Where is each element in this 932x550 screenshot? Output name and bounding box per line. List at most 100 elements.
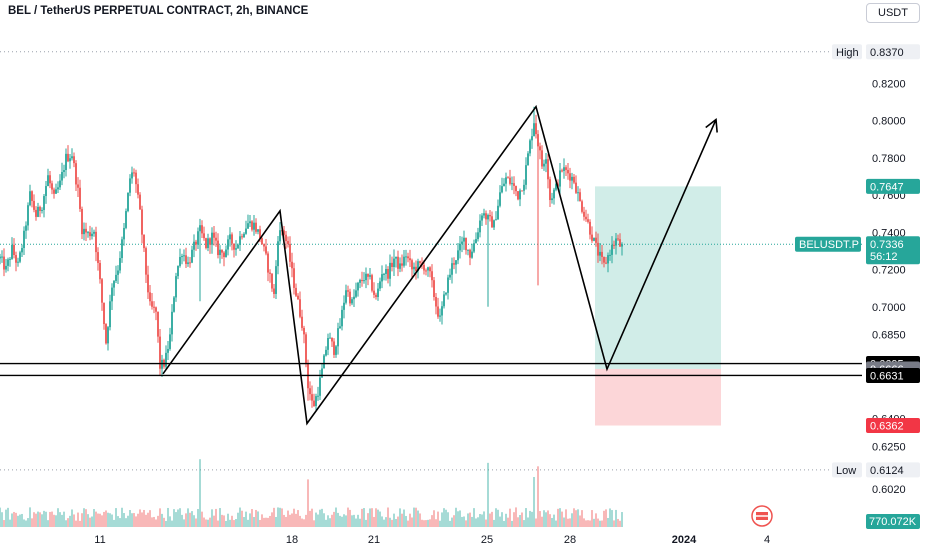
candle-body xyxy=(263,244,265,247)
candle-body xyxy=(605,262,607,264)
candle-body xyxy=(357,282,359,291)
candle-body xyxy=(197,231,199,245)
volume-bar xyxy=(493,519,495,527)
candle-body xyxy=(393,258,395,268)
candle-body xyxy=(299,299,301,317)
volume-bar xyxy=(29,507,31,527)
volume-bar xyxy=(553,514,555,527)
volume-bar xyxy=(465,520,467,527)
candle-body xyxy=(237,244,239,249)
candle-body xyxy=(119,258,121,271)
volume-bar xyxy=(261,514,263,527)
candle-body xyxy=(339,326,341,329)
candle-body xyxy=(551,198,553,201)
candle-body xyxy=(581,201,583,212)
volume-bar xyxy=(271,512,273,527)
volume-bar xyxy=(439,520,441,527)
candle-body xyxy=(45,186,47,197)
candle-body xyxy=(401,263,403,266)
volume-bar xyxy=(109,513,111,527)
candle-body xyxy=(251,221,253,230)
candle-body xyxy=(235,248,237,250)
candle-body xyxy=(547,159,549,180)
currency-button[interactable]: USDT xyxy=(866,3,920,23)
volume-bar xyxy=(395,518,397,527)
candle-body xyxy=(599,251,601,256)
volume-bar xyxy=(203,517,205,527)
position-zones xyxy=(595,186,721,426)
candle-body xyxy=(211,232,213,245)
volume-bar xyxy=(593,518,595,527)
volume-bar xyxy=(467,513,469,527)
volume-bar xyxy=(159,508,161,527)
volume-bar xyxy=(573,508,575,527)
volume-bar xyxy=(409,513,411,527)
volume-bar xyxy=(113,519,115,527)
candle-body xyxy=(587,219,589,222)
stop-price-label-box xyxy=(866,418,920,434)
candle-body xyxy=(303,327,305,335)
candle-body xyxy=(175,276,177,298)
last-symbol-tag-box xyxy=(795,236,861,252)
candle-body xyxy=(521,190,523,192)
volume-bar xyxy=(9,519,11,527)
candle-body xyxy=(165,352,167,367)
volume-bar xyxy=(415,507,417,527)
volume-bar xyxy=(267,517,269,527)
volume-bar xyxy=(153,516,155,527)
volume-bar xyxy=(131,513,133,527)
candle-body xyxy=(327,338,329,350)
volume-bar xyxy=(13,511,15,527)
candle-body xyxy=(565,167,567,170)
candle-body xyxy=(613,244,615,246)
volume-bar xyxy=(495,508,497,527)
volume-bar xyxy=(285,516,287,527)
candle-body xyxy=(603,256,605,263)
volume-bar xyxy=(221,514,223,527)
volume-bar xyxy=(5,509,7,527)
candle-body xyxy=(473,243,475,252)
volume-bar xyxy=(189,512,191,527)
candle-body xyxy=(555,183,557,190)
candle-body xyxy=(91,233,93,237)
volume-bar xyxy=(509,508,511,527)
candle-body xyxy=(89,232,91,237)
candle-body xyxy=(9,258,11,260)
volume-bar xyxy=(353,514,355,527)
candle-body xyxy=(531,136,533,141)
candle-body xyxy=(325,349,327,356)
volume-bar xyxy=(599,520,601,527)
candle-body xyxy=(241,236,243,238)
candle-body xyxy=(33,200,35,210)
candle-body xyxy=(423,264,425,271)
volume-bar xyxy=(85,509,87,527)
candle-body xyxy=(37,206,39,217)
volume-bar xyxy=(329,518,331,527)
volume-bar xyxy=(73,514,75,527)
candle-body xyxy=(371,275,373,291)
candle-body xyxy=(451,263,453,275)
volume-bar xyxy=(567,518,569,527)
volume-bar xyxy=(543,510,545,527)
candle-body xyxy=(209,238,211,245)
volume-bar xyxy=(213,515,215,527)
candle-body xyxy=(397,256,399,269)
low-tag-box xyxy=(832,462,862,478)
volume-bar xyxy=(403,509,405,527)
volume-bar xyxy=(463,516,465,527)
volume-bar xyxy=(95,511,97,527)
volume-bar xyxy=(459,510,461,527)
volume-bar xyxy=(341,516,343,527)
volume-bar xyxy=(569,518,571,527)
volume-bar xyxy=(541,516,543,527)
candle-body xyxy=(449,274,451,278)
candle-body xyxy=(293,268,295,288)
bar-countdown: 56:12 xyxy=(870,251,898,263)
candle-body xyxy=(207,238,209,249)
price-tick-label: 0.8200 xyxy=(872,78,906,90)
candle-body xyxy=(17,261,19,263)
volume-bar xyxy=(75,520,77,527)
candle-body xyxy=(381,274,383,282)
candle-body xyxy=(527,153,529,166)
